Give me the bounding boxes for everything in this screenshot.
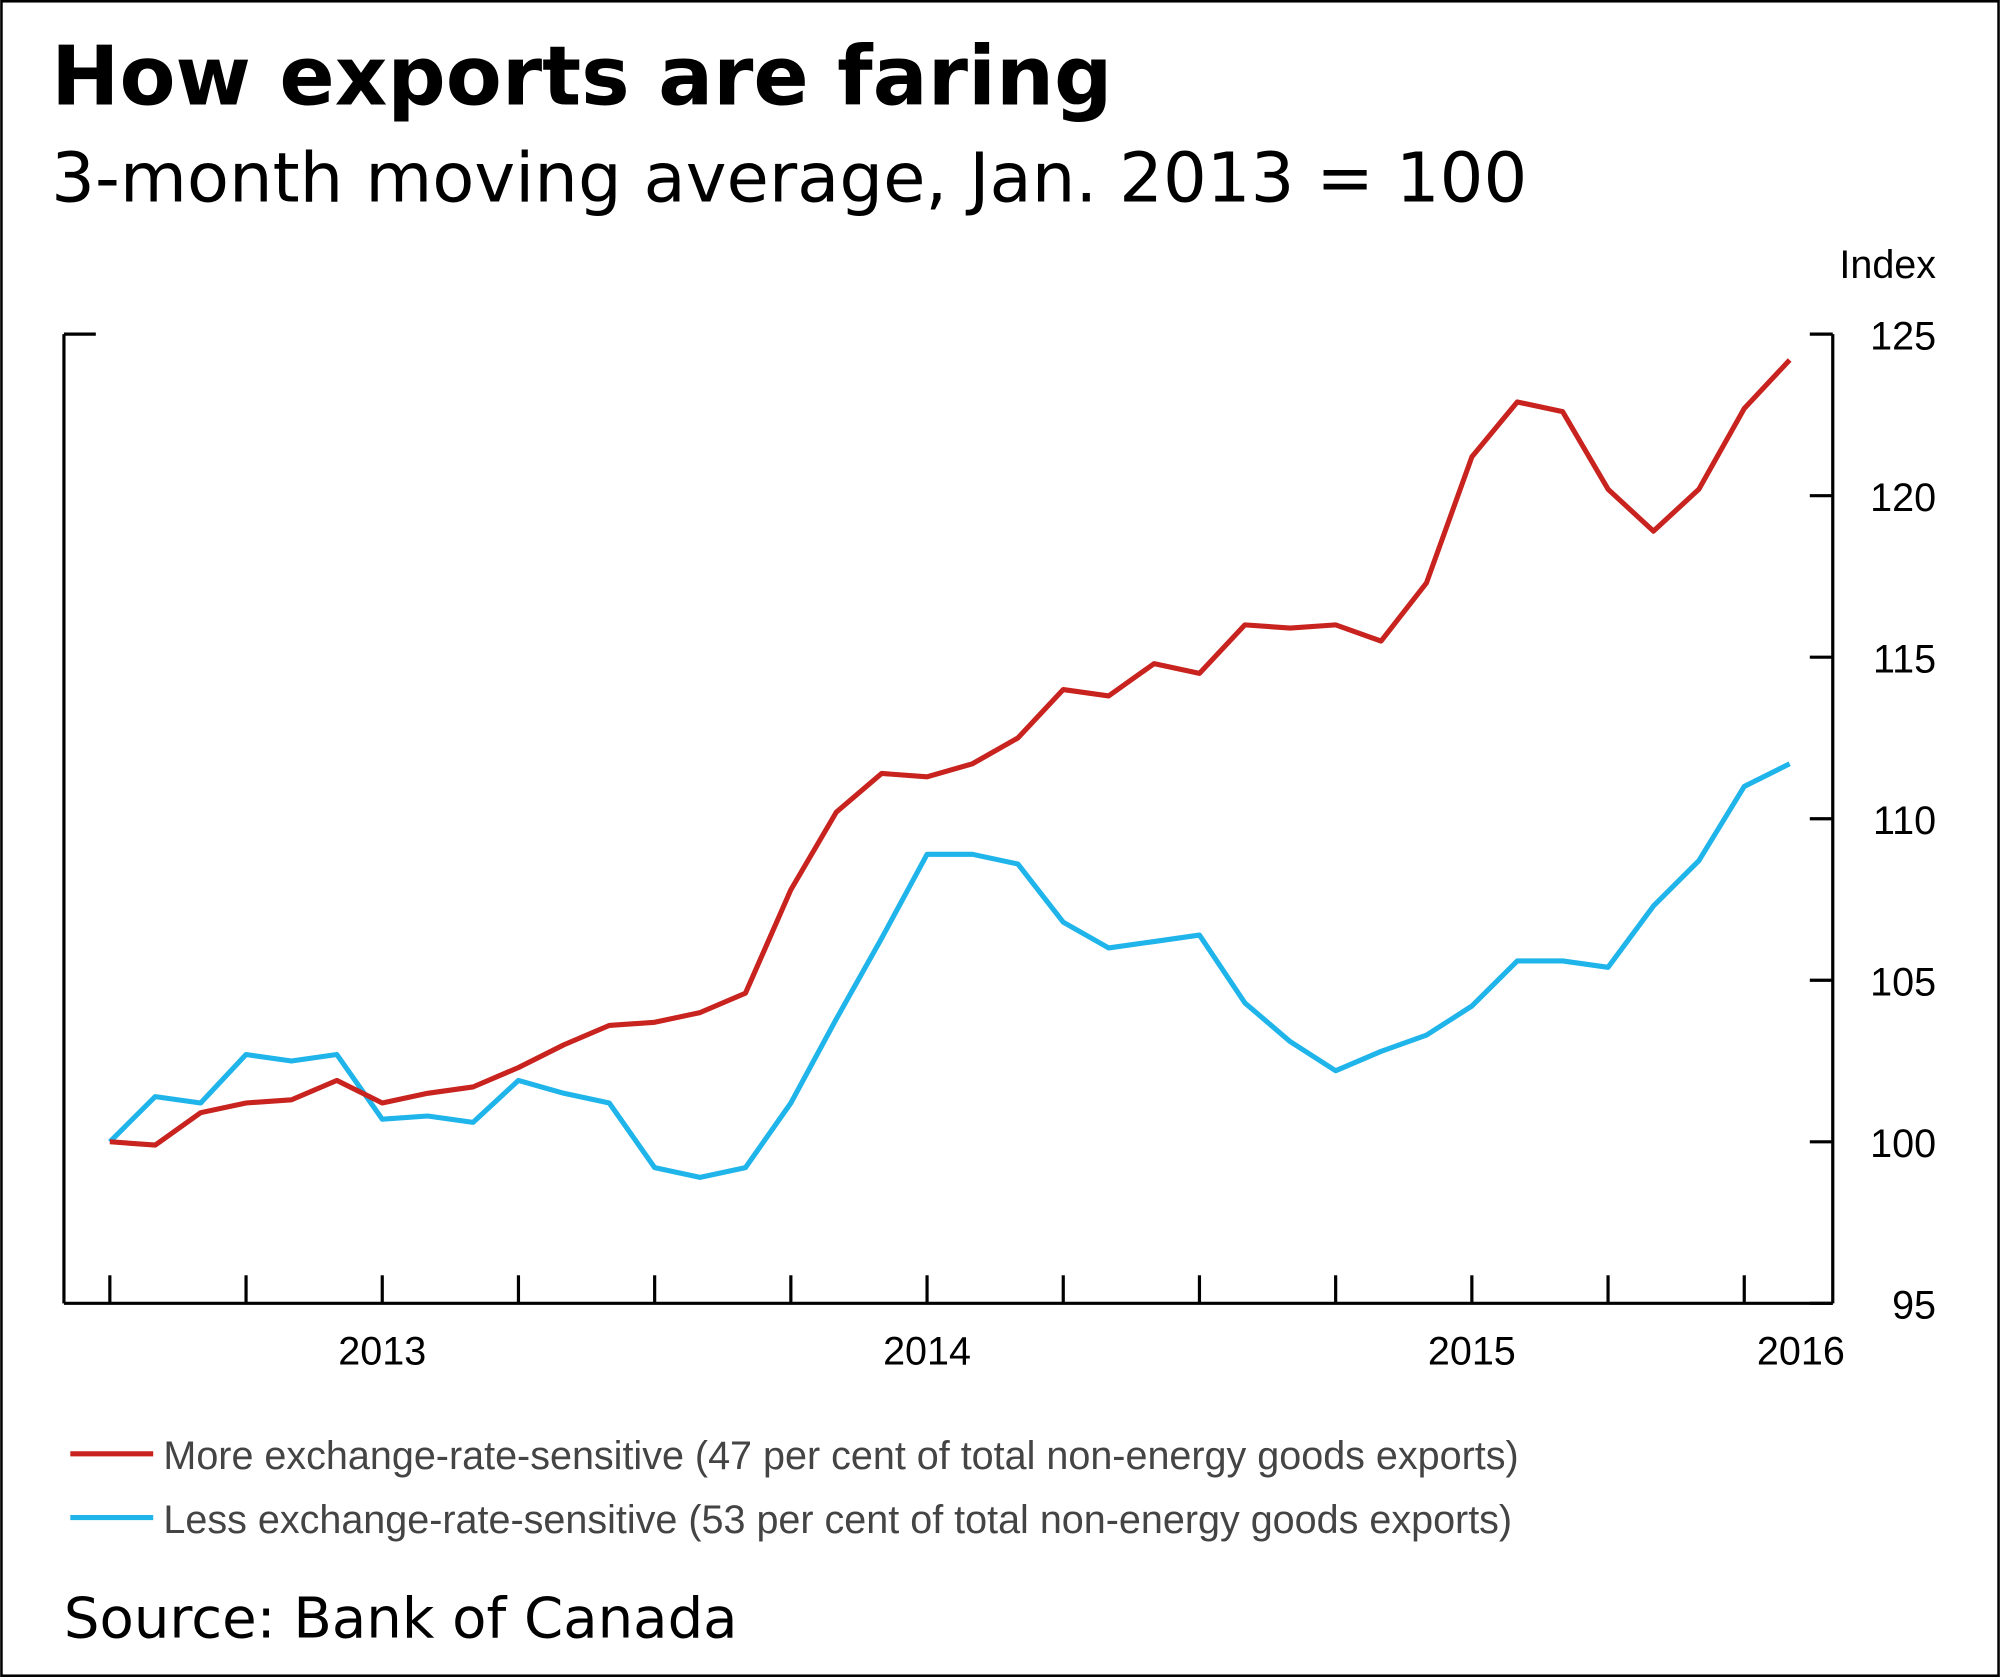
chart-subtitle: 3-month moving average, Jan. 2013 = 100 [51,138,1527,218]
x-tick-label: 2013 [338,1330,426,1374]
y-tick-label: 100 [1870,1122,1936,1166]
source-note: Source: Bank of Canada [64,1586,738,1651]
y-tick-label: 125 [1870,314,1936,358]
y-axis-label: Index [1839,243,1936,287]
chart-title: How exports are faring [51,30,1112,125]
y-tick-label: 105 [1870,961,1936,1005]
x-tick-label: 2015 [1428,1330,1516,1374]
y-tick-label: 110 [1873,799,1936,843]
axes: 95 100 105 110 115 120 125 2013 2014 2015 2016 [62,314,1936,1374]
x-tick-label: 2016 [1757,1330,1845,1374]
x-tick-label: 2014 [883,1330,971,1374]
y-tick-label: 115 [1873,638,1936,682]
series-line-less-sensitive [108,761,1791,1180]
y-tick-label: 120 [1870,476,1936,520]
y-tick-label: 95 [1892,1284,1936,1328]
series-line-more-sensitive [109,358,1792,1148]
legend-label-more-sensitive: More exchange-rate-sensitive (47 per cen… [163,1434,1518,1478]
series-lines [108,358,1792,1180]
legend-label-less-sensitive: Less exchange-rate-sensitive (53 per cen… [163,1498,1512,1542]
legend: More exchange-rate-sensitive (47 per cen… [70,1434,1519,1542]
